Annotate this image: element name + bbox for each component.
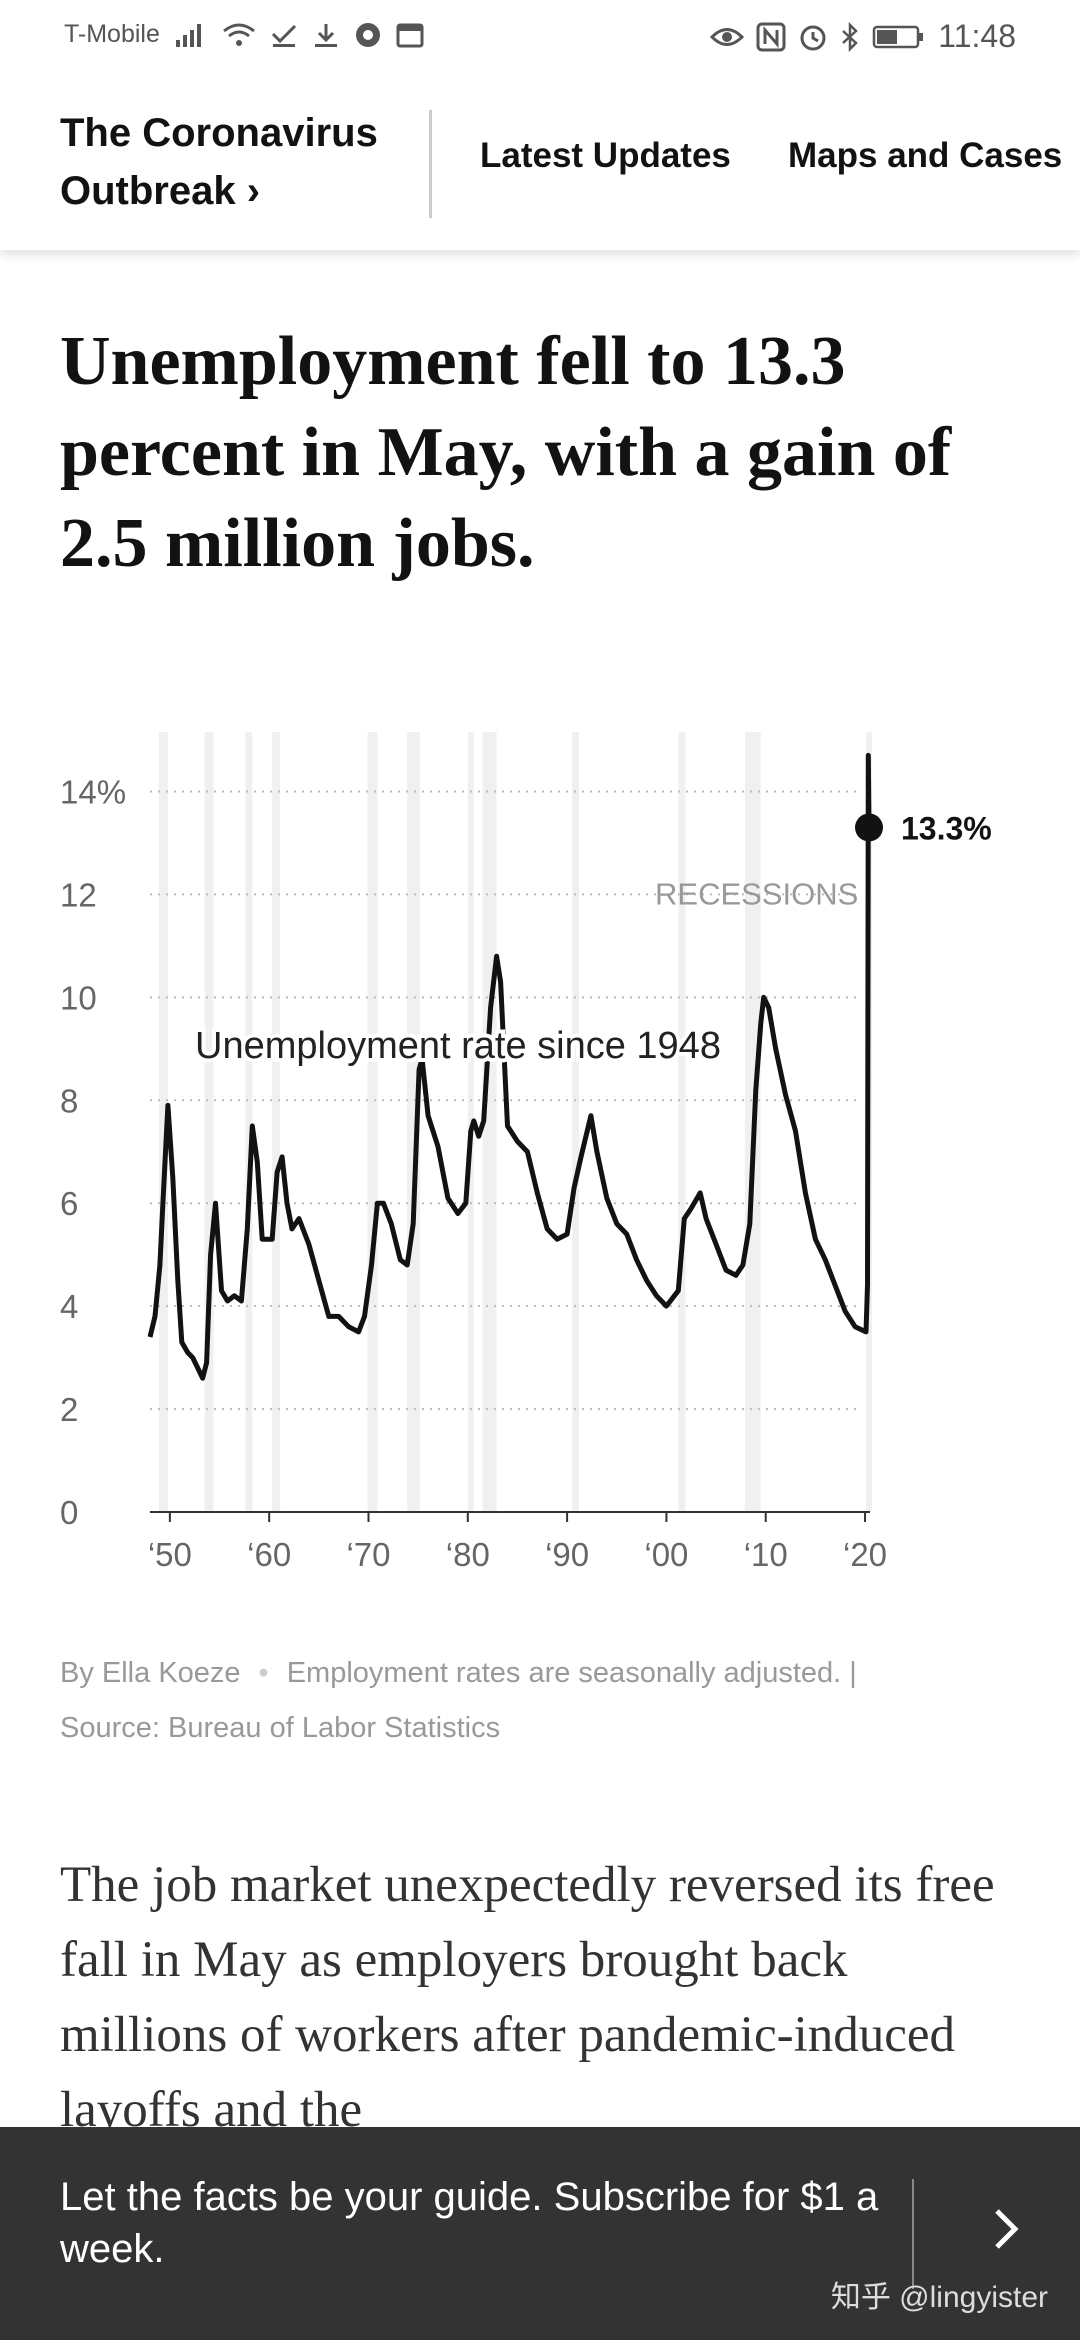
- y-tick-label: 0: [60, 1494, 78, 1531]
- article-headline: Unemployment fell to 13.3 percent in May…: [60, 323, 952, 582]
- recession-band: [367, 732, 378, 1512]
- battery-icon: [872, 24, 926, 50]
- latest-value-label: 13.3%: [901, 810, 992, 846]
- credit-note: Employment rates are seasonally adjusted…: [286, 1657, 857, 1689]
- status-bar-right: 11:48: [710, 18, 1016, 55]
- x-tick-label: ‘80: [446, 1536, 490, 1573]
- nav-divider: [429, 110, 432, 218]
- x-tick-label: ‘90: [545, 1536, 589, 1573]
- x-tick-label: ‘70: [346, 1536, 390, 1573]
- recession-band: [407, 732, 421, 1512]
- recession-band: [482, 732, 497, 1512]
- subscribe-banner-text: Let the facts be your guide. Subscribe f…: [60, 2175, 879, 2271]
- eye-icon: [710, 24, 745, 50]
- signal-icon: [174, 22, 208, 48]
- unemployment-chart: 0 2 4 6 8 10 12 14% ‘50 ‘60 ‘70 ‘80 ‘90 ‘00 ‘10 ‘20 RECE…: [0, 700, 1080, 1600]
- chart-annotation: Unemployment rate since 1948: [195, 1025, 721, 1067]
- section-title-link[interactable]: The Coronavirus Outbreak ›: [60, 111, 378, 213]
- y-tick-label: 12: [60, 876, 97, 913]
- wifi-icon: [222, 22, 256, 48]
- clock-time: 11:48: [938, 18, 1016, 54]
- check-icon: [270, 22, 298, 48]
- carrier-name: T-Mobile: [64, 20, 160, 48]
- nfc-icon: [756, 22, 786, 52]
- calendar-icon: [396, 22, 424, 48]
- recession-band: [158, 732, 168, 1512]
- chart-credit: By Ella Koeze • Employment rates are seaso…: [60, 1646, 1020, 1756]
- x-tick-label: ‘10: [744, 1536, 788, 1573]
- top-nav-bar: The Coronavirus Outbreak › Latest Update…: [0, 72, 1080, 250]
- y-tick-label: 4: [60, 1288, 78, 1325]
- status-bar-left: T-Mobile: [64, 20, 424, 49]
- alarm-icon: [798, 22, 828, 52]
- subscribe-banner[interactable]: Let the facts be your guide. Subscribe f…: [0, 2127, 1080, 2340]
- chevron-right-icon[interactable]: [975, 2199, 1035, 2259]
- recession-band: [204, 732, 214, 1512]
- x-tick-label: ‘50: [148, 1536, 192, 1573]
- credit-byline: By Ella Koeze: [60, 1657, 241, 1689]
- download-icon: [312, 22, 340, 48]
- bluetooth-icon: [840, 21, 860, 52]
- recession-band: [572, 732, 580, 1512]
- recession-band: [272, 732, 281, 1512]
- chart-svg: 0 2 4 6 8 10 12 14% ‘50 ‘60 ‘70 ‘80 ‘90 ‘00 ‘10 ‘20 RECE…: [60, 732, 992, 1573]
- watermark-text: 知乎 @lingyister: [830, 2281, 1048, 2314]
- article-body: The job market unexpectedly reversed its…: [60, 1857, 995, 2138]
- credit-separator: •: [258, 1657, 269, 1689]
- y-tick-label: 6: [60, 1185, 78, 1222]
- recessions-label: RECESSIONS: [655, 876, 858, 911]
- x-tick-label: ‘20: [843, 1536, 887, 1573]
- unemployment-line: [147, 752, 872, 1381]
- recession-band: [245, 732, 253, 1512]
- latest-value-dot: [855, 813, 884, 842]
- recession-band: [678, 732, 686, 1512]
- x-tick-label: ‘00: [644, 1536, 688, 1573]
- status-bar: T-Mobile: [0, 0, 1080, 72]
- recession-band: [467, 732, 474, 1512]
- chrome-icon: [354, 21, 382, 49]
- y-tick-label: 10: [60, 979, 97, 1016]
- y-tick-label: 2: [60, 1391, 78, 1428]
- nav-link-maps-and-cases[interactable]: Maps and Cases: [788, 136, 1063, 175]
- y-tick-label: 14%: [60, 773, 126, 810]
- y-tick-label: 8: [60, 1082, 78, 1119]
- nav-link-latest-updates[interactable]: Latest Updates: [480, 136, 731, 175]
- x-tick-label: ‘60: [247, 1536, 291, 1573]
- banner-divider: [912, 2179, 914, 2289]
- credit-source: Source: Bureau of Labor Statistics: [60, 1712, 501, 1744]
